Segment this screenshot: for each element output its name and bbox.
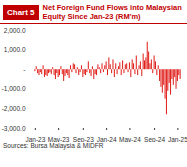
svg-text:1,000.0: 1,000.0 [4,46,26,53]
svg-text:2,000.0: 2,000.0 [4,27,26,34]
svg-text:-1,000.0: -1,000.0 [2,85,26,92]
svg-text:-: - [23,66,25,73]
svg-text:Jan-24: Jan-24 [97,136,117,142]
html-text:Chart 5: Chart 5 [7,7,35,17]
svg-text:Jan-25: Jan-25 [168,136,187,142]
html-text:Sources: Bursa Malaysia & MIDF: Sources: Bursa Malaysia & MIDFR [3,142,104,149]
svg-text:Sep-23: Sep-23 [73,136,94,142]
svg-text:May-23: May-23 [48,136,70,142]
svg-text:-2,000.0: -2,000.0 [2,105,26,112]
svg-text:Sep-24: Sep-24 [144,136,165,142]
svg-text:May-24: May-24 [119,136,141,142]
svg-text:-3,000.0: -3,000.0 [2,125,26,132]
html-text:Net Foreign Fund Flows into Ma: Net Foreign Fund Flows into Malaysian Eq… [42,3,182,21]
svg-text:Jan-23: Jan-23 [25,136,45,142]
